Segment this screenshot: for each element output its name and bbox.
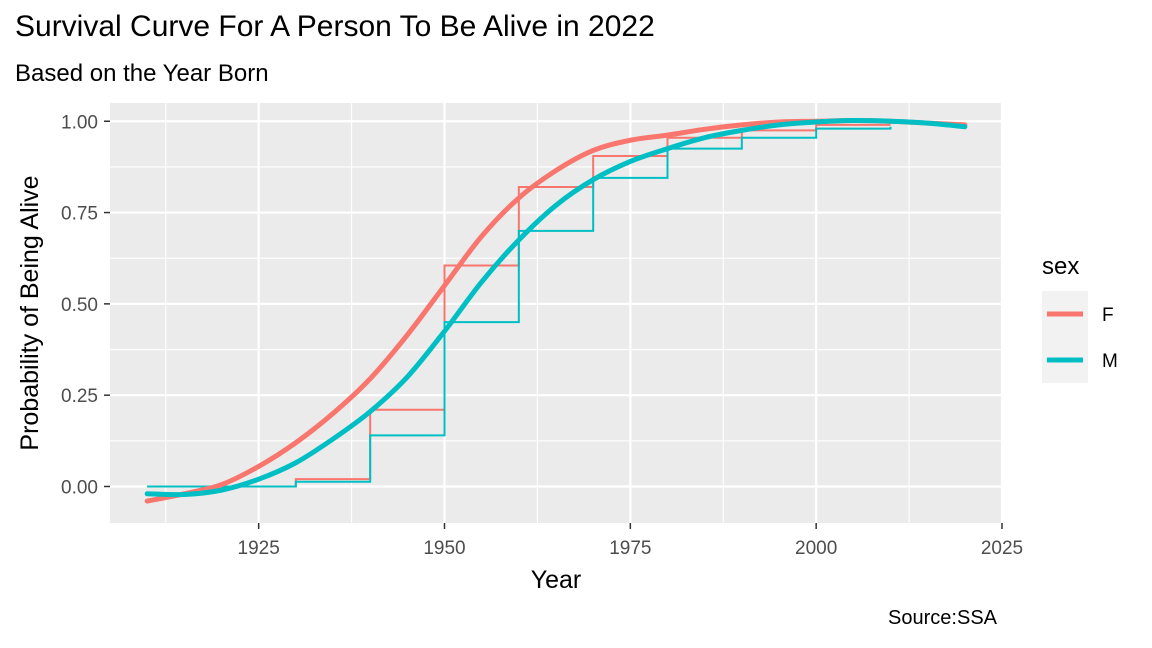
chart-subtitle: Based on the Year Born — [15, 60, 269, 87]
y-tick-label: 0.00 — [61, 477, 98, 498]
chart-title: Survival Curve For A Person To Be Alive … — [15, 10, 655, 43]
y-tick-label: 0.75 — [61, 204, 98, 225]
smooth-lines — [144, 118, 968, 504]
legend-label-F: F — [1102, 305, 1114, 326]
y-tick-label: 0.50 — [61, 295, 98, 316]
legend-label-M: M — [1102, 351, 1118, 372]
y-tick-label: 1.00 — [61, 112, 98, 133]
plot-panel — [110, 103, 1002, 523]
legend: sex F M — [1042, 253, 1118, 383]
y-tick-label: 0.25 — [61, 386, 98, 407]
y-axis: 0.00 0.25 0.50 0.75 1.00 — [61, 112, 110, 498]
x-axis-title: Year — [531, 566, 582, 594]
step-line-M — [147, 126, 892, 488]
smooth-line-M — [144, 118, 968, 498]
x-tick-label: 1925 — [238, 538, 280, 559]
x-axis: 1925 1950 1975 2000 2025 — [238, 523, 1023, 559]
y-axis-title: Probability of Being Alive — [16, 175, 44, 450]
x-tick-label: 2000 — [795, 538, 837, 559]
legend-title: sex — [1042, 253, 1079, 280]
source-caption: Source:SSA — [888, 607, 997, 629]
x-tick-label: 1950 — [423, 538, 465, 559]
x-tick-label: 2025 — [981, 538, 1023, 559]
x-tick-label: 1975 — [609, 538, 651, 559]
